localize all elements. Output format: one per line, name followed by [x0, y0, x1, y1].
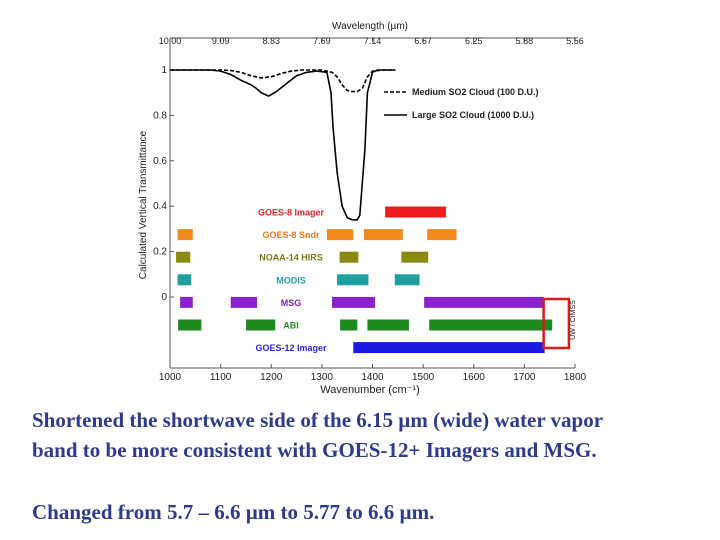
instrument-label: GOES-8 Sndr	[262, 230, 320, 240]
x-tick-label: 1800	[564, 372, 587, 383]
band-bar	[326, 229, 354, 241]
top-tick-label: 8.33	[262, 36, 280, 46]
top-tick-label: 5.56	[566, 36, 584, 46]
band-bar	[427, 229, 457, 241]
top-tick-label: 7.69	[313, 36, 331, 46]
instrument-bands	[176, 206, 553, 354]
band-bar	[177, 274, 192, 286]
transmittance-chart: Wavelength (µm) 10.00 9.09 8.33 7.69 7.14 6.6…	[138, 21, 587, 396]
band-bar	[394, 274, 420, 286]
top-tick-label: 10.00	[159, 36, 182, 46]
band-bar	[177, 229, 193, 241]
caption-line-1: Shortened the shortwave side of the 6.15…	[32, 408, 604, 432]
y-tick-label: 0.8	[153, 110, 167, 121]
y-tick-label: 0	[161, 292, 167, 303]
x-tick-label: 1100	[210, 372, 232, 383]
instrument-label: MSG	[281, 298, 302, 308]
legend-label: Medium SO2 Cloud (100 D.U.)	[412, 87, 539, 97]
top-tick-labels: 10.00 9.09 8.33 7.69 7.14 6.67 6.25 5.88 5.56	[159, 36, 584, 46]
legend: Medium SO2 Cloud (100 D.U.) Large SO2 Clo…	[384, 87, 539, 120]
caption-paragraph-2: Changed from 5.7 – 6.6 µm to 5.77 to 6.6…	[32, 497, 434, 527]
band-bar	[353, 342, 545, 354]
top-tick-label: 7.14	[364, 36, 382, 46]
band-bar	[230, 296, 258, 308]
band-bar	[180, 296, 193, 308]
instrument-labels: GOES-8 Imager GOES-8 Sndr NOAA-14 HIRS MODI…	[255, 208, 327, 354]
band-bar	[363, 229, 403, 241]
band-bar	[340, 319, 358, 331]
y-tick-label: 0.6	[153, 156, 167, 167]
x-tick-label: 1200	[260, 372, 283, 383]
band-bar	[401, 251, 429, 263]
top-tick-label: 5.88	[516, 36, 534, 46]
top-tick-label: 6.25	[465, 36, 483, 46]
y-axis-label: Calculated Vertical Transmittance	[138, 130, 149, 279]
transmittance-curves	[170, 69, 396, 221]
x-tick-label: 1600	[463, 372, 486, 383]
x-tick-label: 1700	[513, 372, 536, 383]
band-bar	[429, 319, 553, 331]
instrument-label: GOES-8 Imager	[258, 208, 325, 218]
highlight-box	[542, 297, 571, 350]
x-axis-label: Wavenumber (cm⁻¹)	[320, 384, 420, 396]
instrument-label: GOES-12 Imager	[255, 343, 327, 353]
top-tick-label: 6.67	[414, 36, 432, 46]
band-bar	[385, 206, 446, 218]
instrument-label: NOAA-14 HIRS	[259, 253, 323, 263]
band-bar	[339, 251, 359, 263]
band-bar	[245, 319, 276, 331]
side-label: UW / CIMSS	[570, 300, 577, 340]
band-bar	[332, 296, 376, 308]
instrument-label: MODIS	[276, 275, 306, 285]
band-bar	[424, 296, 544, 308]
series-line	[170, 69, 396, 93]
band-bar	[337, 274, 369, 286]
x-tick-label: 1400	[361, 372, 384, 383]
band-bar	[367, 319, 409, 331]
y-tick-label: 0.2	[153, 247, 167, 258]
y-tick-label: 1	[161, 65, 167, 76]
x-tick-labels: 1000 1100 1200 1300 1400 1500 1600 1700 1800	[159, 364, 587, 383]
x-tick-label: 1300	[311, 372, 334, 383]
instrument-label: ABI	[283, 321, 299, 331]
band-bar	[176, 251, 191, 263]
top-tick-label: 9.09	[212, 36, 230, 46]
caption-paragraph-1: Shortened the shortwave side of the 6.15…	[32, 405, 603, 465]
legend-label: Large SO2 Cloud (1000 D.U.)	[412, 110, 534, 120]
series-line	[170, 69, 396, 221]
x-tick-label: 1500	[412, 372, 435, 383]
x-tick-label: 1000	[159, 372, 182, 383]
top-axis-label: Wavelength (µm)	[332, 21, 408, 32]
y-tick-label: 0.4	[153, 201, 167, 212]
caption-line-2: band to be more consistent with GOES-12+…	[32, 438, 597, 462]
caption-line-3: Changed from 5.7 – 6.6 µm to 5.77 to 6.6…	[32, 500, 435, 524]
band-bar	[178, 319, 202, 331]
y-tick-labels: 1 0.8 0.6 0.4 0.2 0	[153, 65, 174, 303]
